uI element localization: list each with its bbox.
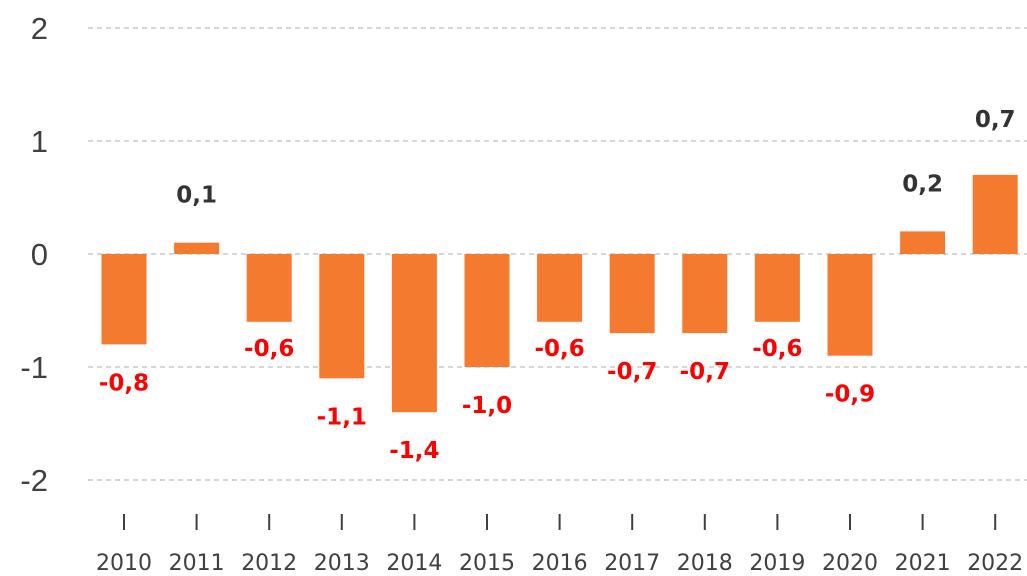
data-label: 0,1 [176,183,217,209]
data-label: 0,2 [902,171,943,197]
x-tick-label: 2018 [677,551,733,576]
x-tick-label: 2021 [895,551,951,576]
bar [537,254,583,322]
x-tick-label: 2014 [386,551,442,576]
data-label: -0,7 [680,359,730,385]
bar [900,231,946,254]
bar [972,174,1018,254]
x-tick-label: 2016 [532,551,588,576]
data-label: -0,7 [607,359,657,385]
x-tick-label: 2010 [96,551,152,576]
data-label: -1,4 [389,438,439,464]
y-tick-label: -2 [20,463,48,498]
data-labels: -0,80,1-0,6-1,1-1,4-1,0-0,6-0,7 -0,7-0,6-… [99,107,1016,464]
y-tick-label: 0 [31,237,48,272]
data-label: -0,9 [825,382,875,408]
data-label: -0,6 [752,336,802,362]
data-label: -0,8 [99,370,149,396]
x-axis-ticks: 2010 2011 2012 2013 2014 2015 2016 2017 2018 2019… [96,514,1023,576]
bars [101,174,1018,413]
y-tick-label: 1 [31,124,48,159]
bar [101,254,147,345]
bar [827,254,873,356]
x-tick-label: 2020 [822,551,878,576]
bar [246,254,292,322]
data-label: -1,0 [462,393,512,419]
data-label: -0,6 [244,336,294,362]
y-tick-label: -1 [20,350,48,385]
data-label: 0,7 [975,107,1016,133]
bar [319,254,365,379]
bar [609,254,655,334]
x-tick-label: 2019 [749,551,805,576]
data-label: -0,6 [534,336,584,362]
data-label: -1,1 [317,404,367,430]
x-tick-label: 2015 [459,551,515,576]
bar [464,254,510,367]
x-tick-label: 2013 [314,551,370,576]
x-tick-label: 2022 [967,551,1023,576]
bar [174,242,220,254]
bar [391,254,437,413]
bar [682,254,728,334]
y-tick-label: 2 [31,11,48,46]
x-tick-label: 2011 [169,551,225,576]
bar [754,254,800,322]
x-tick-label: 2012 [241,551,297,576]
x-tick-label: 2017 [604,551,660,576]
y-axis-ticks: 2 1 0 -1 -2 [20,11,48,498]
